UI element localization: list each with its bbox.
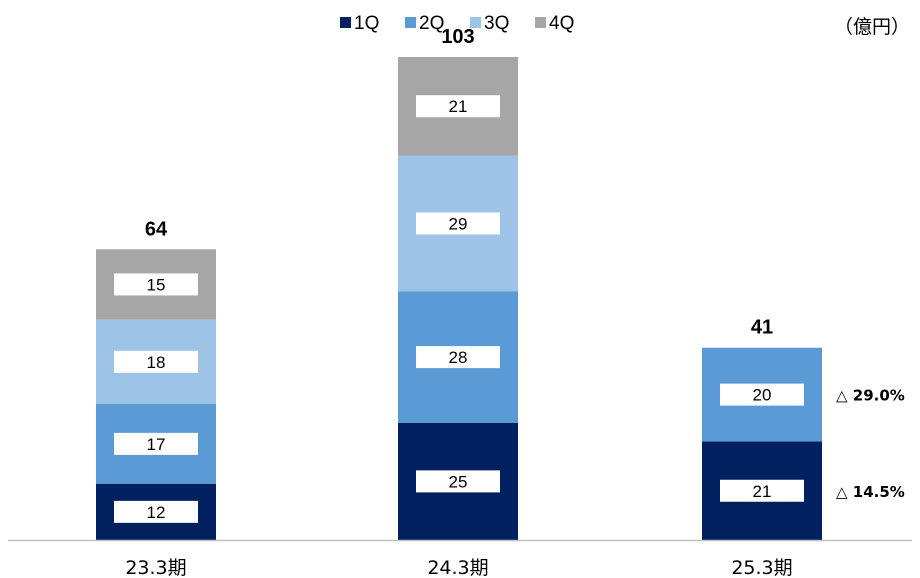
data-label-box [720,479,804,502]
data-label-box [416,95,500,118]
legend-swatch-3q [470,17,481,28]
change-annotation: △ 29.0% [836,387,905,405]
data-label-box [720,383,804,406]
data-label-box [114,350,198,373]
data-label-box [416,212,500,235]
data-label: 20 [753,386,772,405]
legend-label-1q: 1Q [354,13,379,34]
data-label-box [114,273,198,296]
legend-label-3q: 3Q [484,13,509,34]
change-annotation: △ 14.5% [836,483,905,501]
data-label-box [114,500,198,523]
data-label: 12 [147,503,166,522]
total-label: 103 [441,26,474,48]
legend-swatch-1q [340,17,351,28]
data-label: 28 [449,348,468,367]
x-tick-label: 24.3期 [427,557,488,578]
data-label: 25 [449,472,468,491]
legend-label-2q: 2Q [419,13,444,34]
data-label: 21 [449,97,468,116]
x-tick-label: 25.3期 [731,557,792,578]
data-label: 17 [147,435,166,454]
legend-swatch-4q [535,17,546,28]
total-label: 41 [751,317,773,339]
data-label-box [114,432,198,455]
unit-label: （億円） [833,16,910,38]
x-tick-label: 23.3期 [125,557,186,578]
total-label: 64 [145,218,168,240]
data-label: 29 [449,214,468,233]
legend-label-4q: 4Q [549,13,574,34]
data-label-box [416,346,500,369]
data-label-box [416,470,500,493]
legend-swatch-2q [405,17,416,28]
data-label: 15 [147,275,166,294]
data-label: 18 [147,353,166,372]
data-label: 21 [753,482,772,501]
